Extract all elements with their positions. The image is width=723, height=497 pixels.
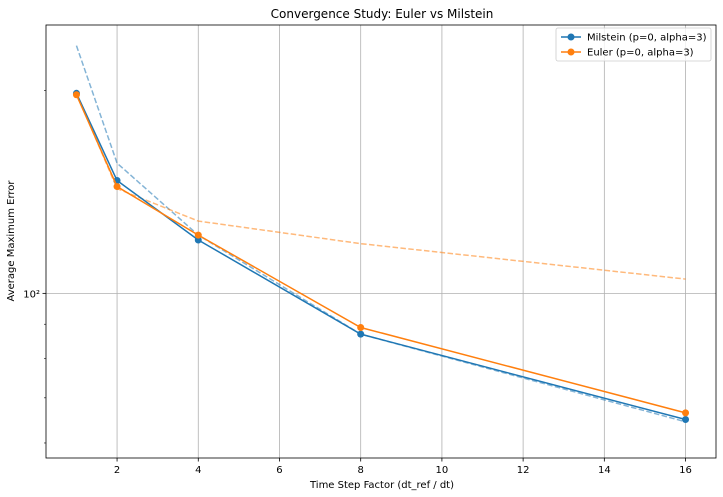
- data-point: [357, 330, 365, 338]
- x-tick-label: 6: [276, 465, 282, 476]
- legend-label: Milstein (p=0, alpha=3): [587, 33, 707, 44]
- data-point: [682, 409, 690, 417]
- x-axis-label: Time Step Factor (dt_ref / dt): [309, 480, 454, 491]
- x-tick-label: 10: [436, 465, 449, 476]
- legend: Milstein (p=0, alpha=3) Euler (p=0, alpha…: [555, 27, 712, 62]
- grid: [46, 25, 716, 458]
- x-tick-label: 4: [195, 465, 201, 476]
- data-point: [194, 236, 202, 244]
- data-point: [682, 416, 690, 424]
- y-axis-label: Average Maximum Error: [6, 180, 17, 302]
- x-tick-label: 2: [114, 465, 120, 476]
- data-point: [72, 91, 80, 99]
- x-tick-label: 14: [598, 465, 611, 476]
- plot-frame: [45, 24, 717, 459]
- x-tick-label: 8: [358, 465, 364, 476]
- y-tick-label: 10²: [23, 289, 40, 300]
- legend-marker: [567, 33, 575, 41]
- legend-box: [555, 27, 712, 62]
- data-point: [357, 323, 365, 331]
- x-tick-label: 16: [679, 465, 692, 476]
- data-point: [113, 183, 121, 191]
- ticks: 2 4 6 8 10 12 14 16 10²: [23, 90, 692, 476]
- data-point: [194, 231, 202, 239]
- series-lines: [72, 89, 690, 424]
- x-tick-label: 12: [517, 465, 530, 476]
- reference-line: [75, 93, 686, 280]
- legend-marker: [567, 48, 575, 56]
- chart-title: Convergence Study: Euler vs Milstein: [271, 7, 494, 21]
- legend-label: Euler (p=0, alpha=3): [587, 48, 694, 59]
